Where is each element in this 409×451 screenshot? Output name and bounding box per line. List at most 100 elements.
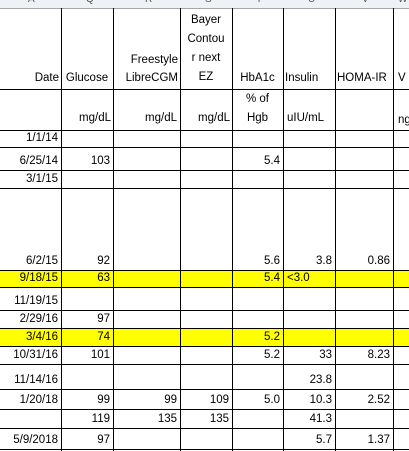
column-letter: W bbox=[398, 0, 407, 5]
cell-insulin: 10.3 bbox=[309, 394, 332, 406]
header-glucose: Glucose bbox=[65, 72, 109, 84]
row-gridline bbox=[0, 130, 409, 131]
cell-bayer: 135 bbox=[209, 413, 229, 425]
column-letter-header[interactable]: A bbox=[0, 0, 61, 9]
cell-homa: 2.52 bbox=[367, 394, 390, 406]
unit-glucose: mg/dL bbox=[79, 112, 111, 124]
column-letter-header[interactable]: U bbox=[283, 0, 335, 9]
cell-freestyle: 135 bbox=[157, 413, 177, 425]
row-gridline bbox=[0, 270, 409, 271]
cell-insulin: 5.7 bbox=[316, 434, 332, 446]
column-letter: Q bbox=[86, 0, 94, 5]
cell-glucose: 103 bbox=[90, 155, 110, 167]
unit-freestyle: mg/dL bbox=[145, 112, 177, 124]
row-gridline bbox=[0, 147, 409, 148]
header-bayer: Contou bbox=[187, 33, 225, 45]
cell-glucose: 74 bbox=[97, 331, 110, 343]
column-gridline bbox=[180, 8, 181, 451]
column-letter: A bbox=[28, 0, 35, 5]
column-gridline bbox=[232, 8, 233, 451]
cell-glucose: 101 bbox=[90, 349, 110, 361]
column-gridline bbox=[61, 8, 62, 451]
header-bayer: EZ bbox=[198, 71, 214, 83]
cell-date: 9/18/15 bbox=[19, 272, 58, 284]
column-letter-header[interactable]: V bbox=[335, 0, 393, 9]
cell-glucose: 119 bbox=[91, 413, 110, 425]
cell-date: 1/1/14 bbox=[26, 132, 58, 144]
row-gridline bbox=[0, 449, 409, 450]
cell-freestyle: 99 bbox=[164, 394, 177, 406]
cell-date: 3/1/15 bbox=[26, 173, 58, 185]
row-gridline bbox=[0, 364, 409, 365]
cell-insulin: 23.8 bbox=[309, 374, 332, 386]
cell-hba1c: 5.6 bbox=[264, 255, 280, 267]
column-gridline bbox=[393, 8, 394, 451]
row-gridline bbox=[0, 428, 409, 429]
cell-insulin: 33 bbox=[319, 349, 332, 361]
cell-insulin: 3.8 bbox=[316, 255, 332, 267]
header-freestyle: LibreCGM bbox=[125, 72, 178, 84]
row-gridline bbox=[0, 389, 409, 390]
column-letter-header[interactable]: Q bbox=[61, 0, 113, 9]
cell-glucose: 92 bbox=[97, 255, 110, 267]
unit-hba1c: Hgb bbox=[246, 112, 269, 124]
column-letter-header[interactable]: W bbox=[393, 0, 409, 9]
cell-hba1c: 5.4 bbox=[264, 272, 280, 284]
column-gridline bbox=[283, 8, 284, 451]
unit-hba1c: % of bbox=[245, 93, 269, 105]
column-gridline bbox=[335, 8, 336, 451]
cell-insulin: 41.3 bbox=[309, 413, 332, 425]
row-gridline bbox=[0, 328, 409, 329]
cell-hba1c: 5.2 bbox=[264, 331, 280, 343]
column-letter: V bbox=[362, 0, 369, 5]
header-freestyle: Freestyle bbox=[130, 54, 178, 66]
unit-bayer: mg/dL bbox=[198, 112, 230, 124]
cell-hba1c: 5.4 bbox=[264, 155, 280, 167]
cell-glucose: 97 bbox=[97, 313, 110, 325]
row-gridline bbox=[0, 170, 409, 171]
header-bayer: Bayer bbox=[190, 14, 222, 26]
cell-homa: 1.37 bbox=[367, 434, 390, 446]
column-letter-header[interactable]: T bbox=[232, 0, 283, 9]
column-letter-header[interactable]: S bbox=[180, 0, 232, 9]
header-last: V bbox=[398, 72, 406, 84]
cell-glucose: 97 bbox=[97, 434, 110, 446]
header-date: Date bbox=[34, 72, 59, 84]
column-letter: T bbox=[256, 0, 262, 5]
row-gridline bbox=[0, 310, 409, 311]
column-letter-header[interactable]: R bbox=[113, 0, 180, 9]
column-letter: S bbox=[205, 0, 212, 5]
cell-date: 11/14/16 bbox=[14, 374, 58, 386]
unit-last: ng bbox=[398, 114, 409, 126]
header-bayer: r next bbox=[191, 52, 221, 64]
row-gridline bbox=[0, 188, 409, 189]
column-gridline bbox=[113, 8, 114, 451]
column-letter: R bbox=[145, 0, 152, 5]
unit-insulin: uIU/mL bbox=[287, 112, 325, 124]
cell-date: 6/2/15 bbox=[26, 255, 58, 267]
highlighted-row bbox=[0, 328, 409, 346]
cell-glucose: 99 bbox=[97, 394, 110, 406]
cell-date: 3/4/16 bbox=[26, 331, 58, 343]
row-gridline bbox=[0, 409, 409, 410]
cell-date: 11/19/15 bbox=[14, 295, 58, 307]
header-hba1c: HbA1c bbox=[240, 72, 275, 84]
cell-homa: 0.86 bbox=[367, 255, 390, 267]
cell-date: 5/9/2018 bbox=[13, 434, 58, 446]
row-gridline bbox=[0, 346, 409, 347]
header-insulin: Insulin bbox=[285, 72, 319, 84]
row-gridline bbox=[0, 89, 409, 90]
cell-date: 10/31/16 bbox=[13, 349, 58, 361]
cell-bayer: 109 bbox=[209, 394, 229, 406]
cell-date: 1/20/18 bbox=[19, 394, 58, 406]
cell-homa: 8.23 bbox=[367, 349, 390, 361]
cell-glucose: 63 bbox=[97, 272, 110, 284]
cell-hba1c: 5.0 bbox=[264, 394, 280, 406]
column-letter: U bbox=[308, 0, 315, 5]
cell-hba1c: 5.2 bbox=[264, 349, 280, 361]
cell-date: 2/29/16 bbox=[19, 313, 58, 325]
cell-insulin: <3.0 bbox=[287, 272, 310, 284]
cell-date: 6/25/14 bbox=[19, 155, 58, 167]
row-gridline bbox=[0, 287, 409, 288]
